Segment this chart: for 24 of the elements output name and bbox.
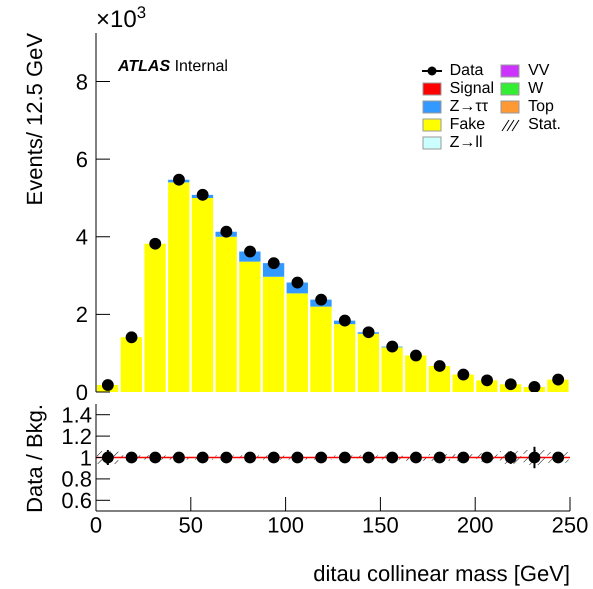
x-tick-label: 200	[456, 512, 494, 538]
legend-label: Data	[450, 62, 484, 80]
legend-label: Signal	[450, 80, 494, 98]
legend-label: Z→ττ	[450, 98, 488, 116]
legend-label: Z→ll	[450, 134, 482, 152]
legend-label: VV	[528, 62, 550, 80]
annotation: ATLAS Internal	[117, 58, 228, 75]
y-tick-label: 0	[76, 380, 88, 405]
legend-label: Top	[528, 98, 554, 116]
legend-label: Fake	[450, 116, 486, 134]
text: ×10$^{3}$	[96, 2, 146, 33]
y-axis-title: Events/ 12.5 GeV	[22, 32, 47, 206]
y-axis-title: Data / Bkg.	[22, 404, 47, 513]
x-tick-label: 250	[552, 512, 588, 538]
x-tick-label: 150	[362, 512, 399, 538]
x-tick-label: 100	[267, 512, 304, 538]
legend-label: W	[528, 80, 544, 98]
y-tick-label: 2	[76, 302, 88, 328]
text: Stat.	[528, 116, 561, 133]
x-axis-title: ditau collinear mass [GeV]	[313, 561, 570, 586]
y-tick-label: 4	[76, 224, 88, 250]
x-tick-label: 50	[178, 512, 204, 538]
y-tick-label: 8	[76, 69, 88, 94]
y-tick-label: 6	[76, 146, 88, 172]
